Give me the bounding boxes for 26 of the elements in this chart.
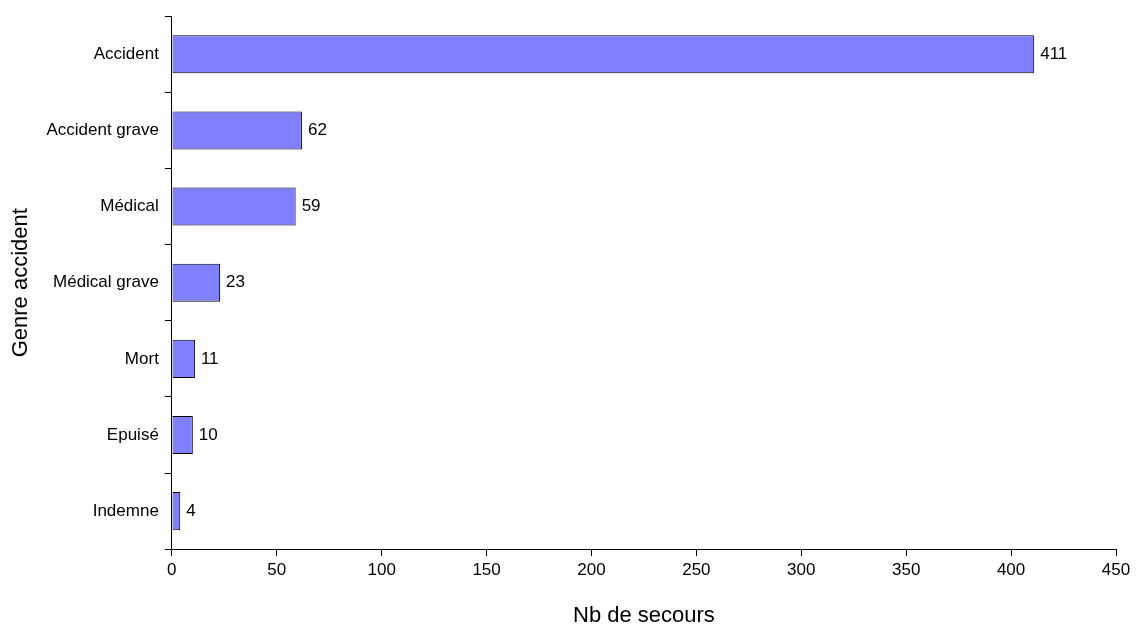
y-tick-label: Mort [124,348,160,368]
data-label: 59 [301,196,321,216]
x-tick-label: 450 [1101,560,1131,580]
x-tick-label: 150 [472,560,501,580]
x-tick-label: 200 [577,560,606,580]
x-axis-title: Nb de secours [573,601,715,627]
x-tick-label: 50 [267,560,287,580]
data-label: 4 [186,500,196,520]
data-label: 62 [307,120,327,140]
data-label: 23 [226,272,246,292]
x-tick-label: 400 [996,560,1026,580]
y-axis-title: Genre accident [7,208,33,358]
y-tick-label: Accident grave [46,120,159,140]
x-tick-label: 100 [367,560,396,580]
data-label: 11 [200,348,219,368]
x-tick-label: 300 [787,560,816,580]
y-tick-label: Médical grave [53,272,159,292]
y-tick-label: Epuisé [106,424,159,444]
x-tick-label: 350 [892,560,921,580]
data-label: 411 [1040,43,1068,63]
x-tick-label: 250 [682,560,711,580]
y-tick-label: Accident [93,43,160,63]
y-tick-label: Médical [100,196,159,216]
y-tick-label: Indemne [92,500,159,520]
data-label: 10 [198,424,218,444]
x-tick-label: 0 [167,560,177,580]
